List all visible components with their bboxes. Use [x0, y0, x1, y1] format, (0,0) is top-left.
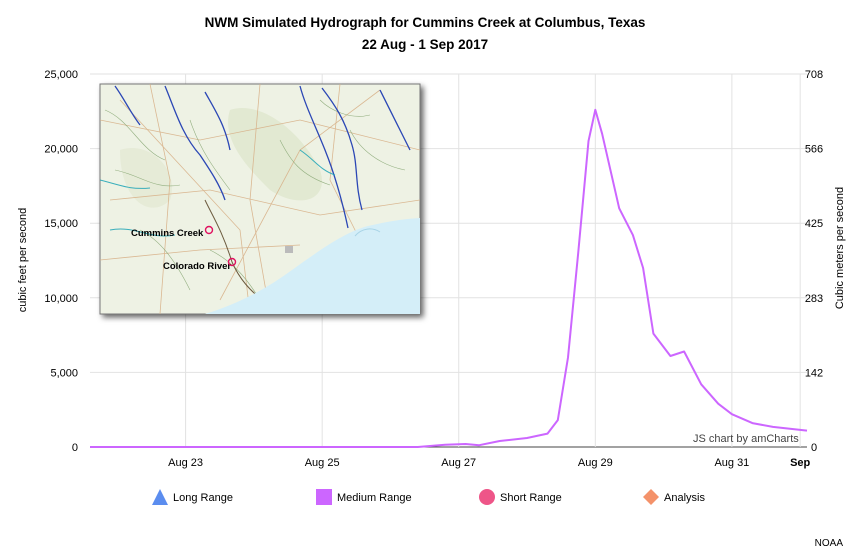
series-line-medium-range[interactable] — [90, 108, 808, 448]
x-tick-label: Aug 31 — [714, 457, 749, 469]
amcharts-credit[interactable]: JS chart by amCharts — [693, 433, 799, 445]
y2-axis-label: Cubic meters per second — [834, 187, 846, 309]
y2-tick-label: 425 — [805, 218, 823, 230]
x-tick-label: Aug 25 — [305, 457, 340, 469]
y-axis-right: 0 142 283 425 566 708 — [805, 69, 823, 454]
y-tick-label: 25,000 — [44, 69, 78, 81]
y-tick-label: 20,000 — [44, 144, 78, 156]
map-label-colorado-river: Colorado River — [163, 261, 231, 272]
cummins-creek-marker — [204, 225, 214, 235]
legend-label-analysis[interactable]: Analysis — [664, 492, 705, 504]
series-layer — [90, 108, 808, 448]
y2-tick-label: 283 — [805, 293, 823, 305]
inset-map: Cummins Creek Colorado River — [99, 83, 421, 315]
legend: Long Range Medium Range Short Range Analysi… — [152, 489, 705, 505]
x-axis: Aug 23 Aug 25 Aug 27 Aug 29 Aug 31 Sep — [168, 457, 810, 469]
x-tick-label: Aug 27 — [441, 457, 476, 469]
map-gulf-water — [205, 218, 420, 314]
y2-tick-label: 708 — [805, 69, 823, 81]
chart-title: NWM Simulated Hydrograph for Cummins Cre… — [205, 15, 646, 30]
y2-tick-label: 142 — [805, 367, 823, 379]
source-label: NOAA — [815, 538, 844, 549]
legend-label-long-range[interactable]: Long Range — [173, 492, 233, 504]
map-rivers — [114, 85, 411, 229]
colorado-river-marker — [227, 257, 237, 267]
x-tick-label: Aug 29 — [578, 457, 613, 469]
map-label-cummins-creek: Cummins Creek — [131, 228, 204, 239]
x-tick-label: Sep — [790, 457, 810, 469]
map-colorado-river — [204, 199, 263, 301]
legend-label-medium-range[interactable]: Medium Range — [337, 492, 412, 504]
legend-label-short-range[interactable]: Short Range — [500, 492, 562, 504]
legend-marker-long-range[interactable] — [152, 489, 168, 505]
y-tick-label: 5,000 — [50, 367, 78, 379]
y-tick-label: 10,000 — [44, 293, 78, 305]
chart-subtitle: 22 Aug - 1 Sep 2017 — [362, 37, 488, 52]
y2-tick-label: 0 — [811, 442, 817, 454]
legend-marker-short-range[interactable] — [479, 489, 495, 505]
y-tick-label: 15,000 — [44, 218, 78, 230]
y-axis-left: 0 5,000 10,000 15,000 20,000 25,000 — [44, 69, 78, 454]
y-axis-label: cubic feet per second — [17, 208, 29, 313]
x-tick-label: Aug 23 — [168, 457, 203, 469]
map-hills — [228, 108, 322, 201]
y-tick-label: 0 — [72, 442, 78, 454]
legend-marker-medium-range[interactable] — [316, 489, 332, 505]
y2-tick-label: 566 — [805, 144, 823, 156]
legend-marker-analysis[interactable] — [643, 489, 659, 505]
